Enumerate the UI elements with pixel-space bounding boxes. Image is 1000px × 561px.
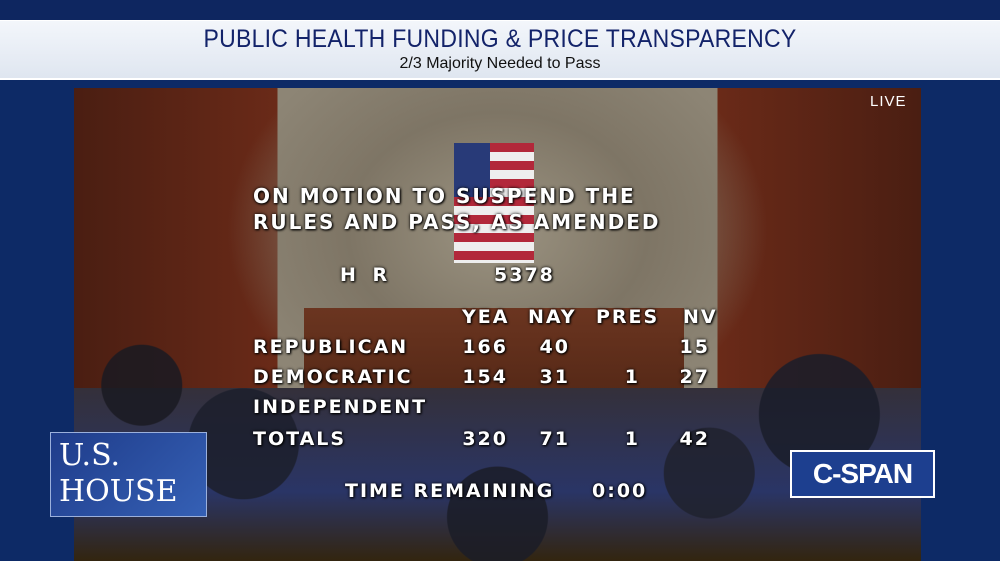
nay-count: 40 (539, 336, 570, 358)
motion-line-2: RULES AND PASS, AS AMENDED (253, 210, 661, 234)
title-banner: PUBLIC HEALTH FUNDING & PRICE TRANSPAREN… (0, 20, 1000, 80)
pres-count: 1 (624, 366, 640, 388)
banner-title: PUBLIC HEALTH FUNDING & PRICE TRANSPAREN… (203, 25, 797, 53)
header-nv: NV (683, 306, 718, 328)
nv-count: 15 (679, 336, 710, 358)
time-remaining-label: TIME REMAINING (345, 480, 555, 502)
nv-count: 27 (679, 366, 710, 388)
time-remaining-value: 0:00 (592, 480, 648, 502)
row-label: INDEPENDENT (253, 396, 428, 418)
members-crowd (74, 268, 921, 561)
header-pres: PRES (596, 306, 660, 328)
pres-count: 1 (624, 428, 640, 450)
yea-count: 320 (462, 428, 508, 450)
us-house-logo: U.S. HOUSE (50, 432, 207, 517)
cspan-logo: C-SPAN (790, 450, 935, 498)
bill-prefix: H R (340, 264, 390, 286)
house-logo-line1: U.S. (59, 438, 121, 473)
nay-count: 31 (539, 366, 570, 388)
yea-count: 154 (462, 366, 508, 388)
bill-number: 5378 (494, 264, 555, 286)
row-label: REPUBLICAN (253, 336, 409, 358)
live-indicator: LIVE (870, 93, 907, 110)
american-flag (454, 143, 534, 263)
header-nay: NAY (528, 306, 577, 328)
house-floor-video (74, 88, 921, 561)
top-bar (0, 0, 1000, 20)
row-label: TOTALS (253, 428, 347, 450)
motion-line-1: ON MOTION TO SUSPEND THE (253, 184, 636, 208)
house-logo-line2: HOUSE (59, 474, 178, 509)
nay-count: 71 (539, 428, 570, 450)
yea-count: 166 (462, 336, 508, 358)
nv-count: 42 (679, 428, 710, 450)
row-label: DEMOCRATIC (253, 366, 413, 388)
header-yea: YEA (462, 306, 510, 328)
banner-subtitle: 2/3 Majority Needed to Pass (399, 55, 601, 72)
